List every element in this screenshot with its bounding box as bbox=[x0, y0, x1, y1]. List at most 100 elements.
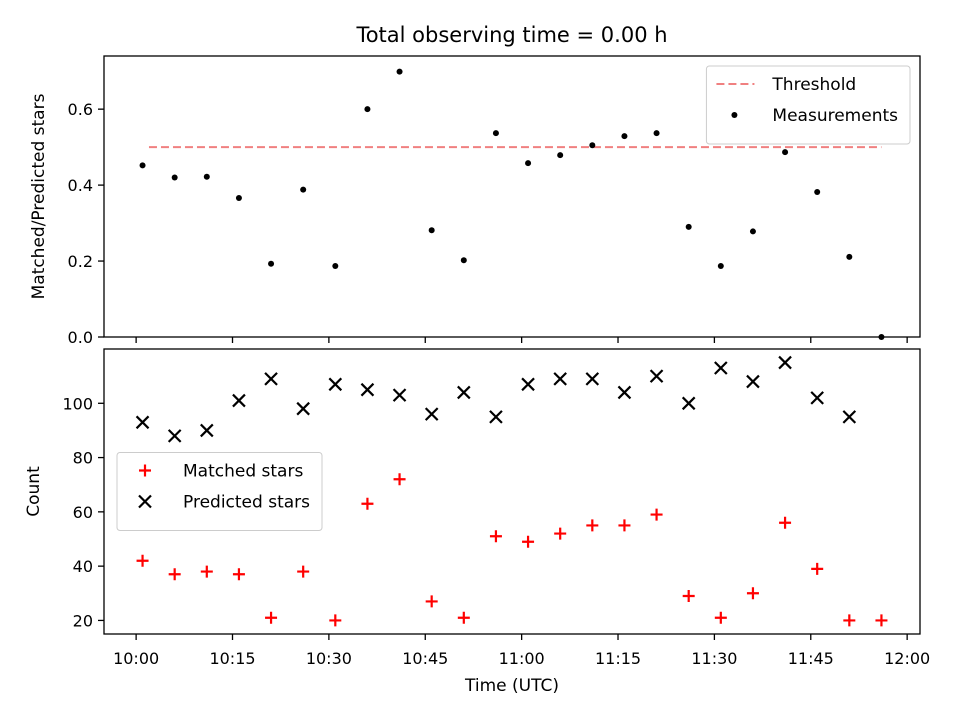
data-point bbox=[810, 391, 824, 405]
legend-label: Predicted stars bbox=[183, 493, 310, 513]
bottom-panel: 20 40 60 80 100 Count 10:00 10:15 10:30 10:45 11:0… bbox=[24, 348, 930, 668]
y-tick-label: 40 bbox=[73, 557, 93, 576]
data-point bbox=[139, 162, 146, 169]
data-point bbox=[265, 611, 278, 624]
data-point bbox=[843, 614, 856, 627]
legend: Matched stars Predicted stars bbox=[116, 452, 323, 531]
data-point bbox=[136, 554, 149, 567]
data-point bbox=[300, 186, 307, 193]
x-axis-label: Time (UTC) bbox=[464, 676, 559, 696]
legend-swatch bbox=[731, 112, 738, 118]
data-point bbox=[425, 595, 438, 608]
data-point bbox=[360, 382, 375, 397]
data-point bbox=[814, 188, 821, 195]
y-tick-label: 60 bbox=[73, 503, 93, 522]
data-point bbox=[717, 262, 724, 269]
y-tick-label: 0.0 bbox=[68, 328, 93, 347]
data-point bbox=[171, 174, 178, 181]
data-point bbox=[525, 160, 532, 167]
legend-label: Measurements bbox=[772, 106, 898, 126]
y-axis-label: Count bbox=[24, 466, 44, 517]
data-point bbox=[167, 429, 182, 443]
data-point bbox=[424, 407, 439, 421]
y-tick-label: 0.4 bbox=[68, 176, 93, 195]
data-point bbox=[782, 149, 789, 156]
data-point bbox=[235, 195, 242, 202]
data-point bbox=[650, 508, 663, 521]
data-point bbox=[168, 568, 181, 581]
x-tick-label: 10:15 bbox=[209, 649, 255, 668]
x-tick-label: 11:15 bbox=[595, 649, 641, 668]
y-axis-label: Matched/Predicted stars bbox=[29, 93, 49, 299]
legend: Threshold Measurements bbox=[705, 65, 911, 145]
data-point bbox=[396, 68, 403, 75]
data-point bbox=[297, 565, 310, 578]
data-point bbox=[875, 614, 888, 627]
data-point bbox=[457, 611, 470, 624]
data-point bbox=[489, 530, 502, 543]
x-tick-label: 12:00 bbox=[884, 649, 930, 668]
data-point bbox=[521, 377, 535, 392]
data-point bbox=[553, 372, 567, 386]
data-point bbox=[393, 473, 406, 486]
data-point bbox=[681, 396, 696, 411]
data-point bbox=[522, 535, 535, 548]
y-tick-label: 20 bbox=[73, 611, 93, 630]
data-point bbox=[135, 415, 150, 430]
data-point bbox=[589, 142, 596, 149]
legend-frame bbox=[116, 452, 323, 531]
data-point bbox=[264, 372, 278, 386]
data-point bbox=[617, 385, 632, 400]
data-point bbox=[846, 253, 853, 260]
data-point bbox=[714, 611, 727, 624]
y-tick-label: 0.2 bbox=[68, 252, 93, 271]
x-tick-label: 10:45 bbox=[402, 649, 448, 668]
data-point bbox=[200, 565, 213, 578]
data-point bbox=[621, 133, 628, 140]
data-point bbox=[364, 106, 371, 113]
data-point bbox=[811, 562, 824, 575]
data-point bbox=[489, 410, 503, 424]
data-point bbox=[618, 519, 631, 532]
data-point bbox=[392, 388, 407, 402]
data-point bbox=[328, 377, 343, 392]
y-tick-label: 0.6 bbox=[68, 100, 93, 119]
data-point bbox=[653, 130, 660, 137]
x-tick-label: 11:30 bbox=[691, 649, 737, 668]
data-point bbox=[428, 227, 435, 234]
plot-frame bbox=[103, 348, 921, 635]
y-tick-label: 100 bbox=[62, 394, 93, 413]
data-point bbox=[682, 590, 695, 602]
chart-title: Total observing time = 0.00 h bbox=[355, 23, 667, 47]
data-point bbox=[232, 568, 245, 581]
x-tick-label: 11:00 bbox=[499, 649, 545, 668]
legend-frame bbox=[705, 65, 911, 145]
data-point bbox=[296, 401, 310, 416]
data-point bbox=[203, 173, 210, 180]
data-point bbox=[842, 410, 857, 424]
data-point bbox=[492, 130, 499, 137]
plot-frame bbox=[103, 55, 921, 338]
data-point bbox=[361, 497, 374, 510]
data-point bbox=[557, 152, 564, 159]
data-point bbox=[200, 423, 214, 438]
data-point bbox=[779, 516, 792, 529]
data-point bbox=[586, 519, 599, 532]
legend-swatch bbox=[138, 494, 152, 509]
data-point bbox=[685, 223, 692, 230]
data-point bbox=[585, 372, 600, 386]
data-point bbox=[554, 527, 567, 540]
x-tick-label: 10:00 bbox=[113, 649, 159, 668]
data-point bbox=[749, 228, 756, 235]
data-point bbox=[460, 257, 467, 264]
data-point bbox=[746, 374, 760, 389]
data-point bbox=[778, 355, 792, 370]
data-point bbox=[232, 393, 246, 408]
y-tick-label: 80 bbox=[73, 449, 93, 468]
data-point bbox=[329, 614, 342, 627]
top-panel: 0.0 0.2 0.4 0.6 Matched/Predicted stars Thres… bbox=[29, 55, 921, 347]
data-point bbox=[714, 361, 728, 375]
x-tick-label: 10:30 bbox=[306, 649, 352, 668]
data-point bbox=[268, 260, 275, 267]
data-point bbox=[649, 369, 664, 383]
